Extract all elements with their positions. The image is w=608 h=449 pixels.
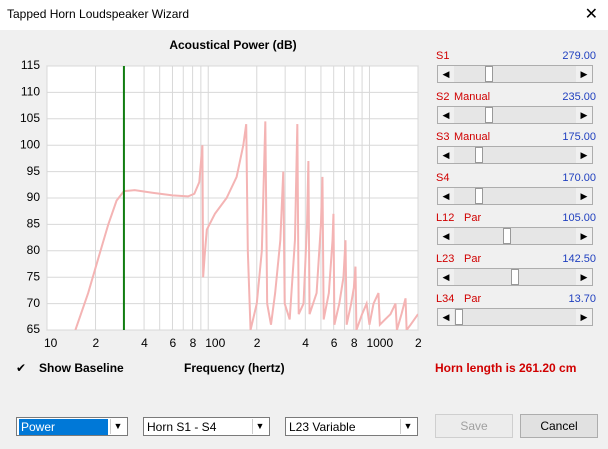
checkbox-label[interactable]: Show Baseline: [39, 361, 124, 375]
x-tick-label: 4: [302, 336, 309, 350]
slider-name: L23: [436, 252, 455, 265]
scroll-left[interactable]: ◀: [438, 66, 454, 82]
slider-mode: Par: [464, 212, 482, 224]
dropdown[interactable]: L23 Variable ▼: [285, 417, 418, 436]
scroll-left[interactable]: ◀: [438, 228, 454, 244]
scroll-right[interactable]: ▶: [576, 187, 592, 204]
x-tick-label: 8: [351, 336, 358, 350]
slider-thumb[interactable]: [511, 268, 519, 285]
slider-mode: Manual: [454, 90, 491, 103]
scroll-right[interactable]: ▶: [576, 228, 592, 244]
horn-length: Horn length is 261.20 cm: [435, 361, 577, 375]
y-tick-label: 110: [21, 85, 40, 99]
scroll-right[interactable]: ▶: [576, 66, 592, 82]
scroll-right[interactable]: ▶: [576, 268, 592, 285]
chart-title: Acoustical Power (dB): [169, 38, 296, 52]
title-bar: Tapped Horn Loudspeaker Wizard ✕: [0, 0, 608, 30]
x-tick-label: 6: [169, 336, 176, 350]
x-tick-label: 6: [331, 336, 338, 350]
window-title: Tapped Horn Loudspeaker Wizard: [7, 7, 190, 21]
x-tick-label: 10: [44, 336, 58, 350]
dropdown[interactable]: Power ▼: [16, 417, 128, 436]
dropdown-arrow: ▼: [110, 419, 125, 434]
y-tick-label: 65: [27, 322, 41, 336]
slider-value: 105.00: [562, 212, 596, 224]
slider-name: S2: [436, 90, 450, 103]
scroll-left[interactable]: ◀: [438, 147, 454, 163]
slider-mode: Manual: [454, 131, 491, 143]
y-tick-label: 100: [20, 137, 40, 151]
dropdown[interactable]: Horn S1 - S4 ▼: [143, 417, 270, 436]
scroll-left[interactable]: ◀: [438, 268, 454, 285]
scroll-left[interactable]: ◀: [438, 187, 454, 204]
dropdown-arrow: ▼: [400, 419, 415, 434]
chart: Acoustical Power (dB) 65 70 75 80 85 90 95 100 1…: [20, 38, 422, 350]
slider-value: 13.70: [568, 293, 596, 305]
button[interactable]: Cancel: [520, 414, 598, 438]
slider-name: L12: [436, 212, 455, 224]
slider-track[interactable]: ◀ ▶: [437, 146, 593, 164]
slider-name: S4: [436, 171, 450, 184]
slider-thumb[interactable]: [485, 106, 493, 123]
slider-value: 235.00: [562, 90, 596, 103]
y-tick-label: 85: [27, 217, 41, 231]
y-tick-label: 75: [27, 269, 41, 283]
scroll-left[interactable]: ◀: [438, 309, 454, 325]
scroll-right[interactable]: ▶: [576, 106, 592, 123]
x-axis-label: Frequency (hertz): [184, 361, 285, 375]
slider-track[interactable]: ◀ ▶: [437, 308, 593, 326]
slider-thumb[interactable]: [455, 309, 463, 325]
dropdown-text: L23 Variable: [289, 420, 356, 434]
dropdown-text: Power: [19, 419, 108, 435]
slider-value: 142.50: [562, 252, 596, 265]
slider-value: 279.00: [562, 50, 596, 62]
slider-name: L34: [436, 293, 455, 305]
y-tick-label: 80: [27, 243, 41, 257]
slider-value: 170.00: [562, 171, 596, 184]
slider-value: 175.00: [562, 131, 596, 143]
x-tick-label: 2: [254, 336, 261, 350]
slider-track[interactable]: ◀ ▶: [437, 267, 593, 286]
checkbox[interactable]: ✔: [16, 361, 27, 375]
x-tick-label: 2: [93, 336, 100, 350]
x-tick-label: 1000: [366, 336, 393, 350]
scroll-right[interactable]: ▶: [576, 147, 592, 163]
slider-thumb[interactable]: [475, 147, 483, 163]
y-tick-label: 90: [27, 190, 41, 204]
close-button[interactable]: ✕: [584, 6, 598, 23]
slider-thumb[interactable]: [503, 228, 511, 244]
x-tick-label: 8: [190, 336, 197, 350]
x-tick-label: 4: [141, 336, 148, 350]
button: Save: [435, 414, 513, 438]
slider-name: S3: [436, 131, 450, 143]
slider-track[interactable]: ◀ ▶: [437, 65, 593, 83]
scroll-right[interactable]: ▶: [576, 309, 592, 325]
y-tick-label: 70: [27, 296, 41, 310]
slider-track[interactable]: ◀ ▶: [437, 105, 593, 124]
x-tick-label: 100: [205, 336, 225, 350]
slider-track[interactable]: ◀ ▶: [437, 186, 593, 205]
slider-name: S1: [436, 50, 450, 62]
dropdown-arrow: ▼: [252, 419, 267, 434]
x-tick-label: 2: [415, 336, 422, 350]
slider-track[interactable]: ◀ ▶: [437, 227, 593, 245]
scroll-left[interactable]: ◀: [438, 106, 454, 123]
y-tick-label: 95: [27, 164, 41, 178]
slider-thumb[interactable]: [485, 66, 493, 82]
slider-thumb[interactable]: [475, 187, 483, 204]
y-tick-label: 105: [20, 111, 40, 125]
slider-mode: Par: [464, 293, 482, 305]
slider-mode: Par: [464, 252, 482, 265]
dropdown-text: Horn S1 - S4: [147, 420, 217, 434]
y-tick-label: 115: [21, 58, 40, 72]
curve: [74, 121, 418, 330]
